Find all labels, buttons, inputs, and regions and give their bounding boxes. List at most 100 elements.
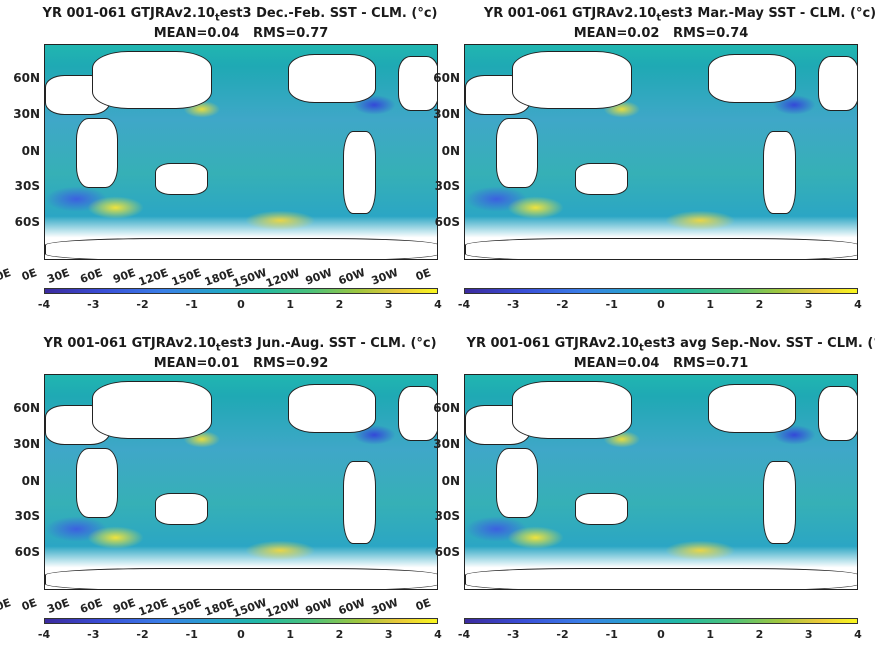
landmass — [574, 162, 628, 195]
landmass — [708, 383, 797, 433]
lon-tick-label: 150E — [169, 596, 203, 619]
sst-anomaly-map — [464, 374, 858, 590]
colorbar-tick-label: -1 — [185, 298, 198, 311]
lat-tick-label: 30S — [14, 178, 40, 193]
lon-tick-label: 30E — [45, 596, 72, 617]
lat-tick-label: 30S — [14, 508, 40, 523]
landmass — [496, 447, 538, 519]
lat-tick-label: 0N — [441, 144, 460, 158]
colorbar-tick-label: 3 — [384, 628, 393, 641]
lat-tick-label: 60S — [14, 545, 40, 560]
colorbar-tick-label: -3 — [87, 628, 100, 641]
lon-tick-label: 60E — [78, 596, 105, 617]
colorbar-tick-label: -2 — [136, 628, 149, 641]
lon-tick-label: 30W — [369, 596, 400, 618]
lon-tick-label: 150W — [230, 266, 269, 291]
colorbar — [44, 618, 438, 624]
landmass — [92, 51, 212, 110]
colorbar-tick-label: 4 — [434, 298, 442, 311]
colorbar-tick-label: 1 — [706, 298, 715, 311]
landmass — [762, 460, 797, 544]
lon-tick-label: 90W — [303, 596, 334, 618]
colorbar-tick-label: 1 — [286, 628, 295, 641]
lon-tick-label: 60W — [336, 596, 367, 618]
panel-title-sub: t — [214, 12, 220, 24]
landmass — [288, 383, 377, 433]
panel-title: YR 001-061 GTJRAv2.10test3 Dec.-Feb. SST… — [0, 6, 480, 27]
landmass — [574, 492, 628, 525]
panel-title-sub: t — [215, 342, 221, 354]
panel-title: YR 001-061 GTJRAv2.10test3 avg Sep.-Nov.… — [440, 336, 875, 357]
lon-tick-label: 150E — [169, 266, 203, 289]
landmass — [512, 51, 632, 110]
lon-tick-label: 60W — [336, 266, 367, 288]
landmass — [154, 162, 208, 195]
colorbar-tick-label: -4 — [37, 298, 51, 311]
landmass — [92, 381, 212, 440]
lon-tick-label: 90E — [111, 596, 137, 617]
landmass — [45, 237, 437, 259]
sst-anomaly-map — [464, 44, 858, 260]
colorbar-tick-label: -3 — [87, 298, 100, 311]
sst-anomaly-map — [44, 44, 438, 260]
landmass — [817, 55, 857, 112]
lon-tick-label: 0E — [413, 596, 433, 614]
lat-tick-label: 30N — [13, 107, 40, 122]
landmass — [342, 460, 377, 544]
panel-title-sub: t — [638, 342, 644, 354]
lat-tick-label: 60N — [13, 400, 40, 415]
lon-tick-label: 60E — [78, 266, 105, 287]
landmass — [762, 130, 797, 214]
panel-title-rest: est3 Mar.-May SST - CLM. (°c) — [661, 6, 875, 21]
landmass — [512, 381, 632, 440]
colorbar-tick-label: 3 — [384, 298, 393, 311]
colorbar-tick-label: 2 — [755, 628, 764, 641]
sst-anomaly-map — [44, 374, 438, 590]
lon-tick-label: 30W — [369, 266, 400, 288]
panel-title-main: YR 001-061 GTJRAv2.10 — [483, 6, 657, 21]
colorbar-tick-label: 4 — [854, 298, 862, 311]
colorbar-tick-label: -3 — [507, 298, 520, 311]
panel-title-main: YR 001-061 GTJRAv2.10 — [43, 336, 216, 351]
landmass — [76, 117, 118, 189]
colorbar-tick-label: -4 — [457, 628, 471, 641]
lon-tick-label: 0E — [19, 596, 39, 614]
lat-tick-label: 30S — [434, 178, 460, 193]
landmass — [397, 385, 437, 442]
lat-tick-label: 60N — [13, 70, 40, 85]
landmass — [154, 492, 208, 525]
lon-tick-label: 150W — [230, 596, 269, 621]
lat-tick-label: 30N — [13, 437, 40, 452]
lon-tick-label: 0E — [19, 266, 39, 284]
lon-tick-label: 0E — [0, 596, 13, 614]
colorbar-tick-label: 3 — [804, 298, 813, 311]
panel-title: YR 001-061 GTJRAv2.10test3 Mar.-May SST … — [440, 6, 875, 27]
panel-stats: MEAN=0.04 RMS=0.77 — [153, 26, 329, 41]
landmass — [397, 55, 437, 112]
landmass — [496, 117, 538, 189]
panel-title-main: YR 001-061 GTJRAv2.10 — [466, 336, 639, 351]
colorbar-tick-label: 2 — [335, 628, 344, 641]
colorbar-tick-label: 3 — [804, 628, 813, 641]
lon-tick-label: 90E — [111, 266, 137, 287]
lon-tick-label: 90W — [303, 266, 334, 288]
colorbar-tick-label: -1 — [605, 628, 618, 641]
colorbar — [44, 288, 438, 294]
colorbar-tick-label: -4 — [457, 298, 471, 311]
panel-title-rest: est3 Jun.-Aug. SST - CLM. (°c) — [220, 336, 437, 351]
landmass — [342, 130, 377, 214]
lon-tick-label: 30E — [45, 266, 72, 287]
lat-tick-label: 30S — [434, 508, 460, 523]
colorbar-tick-label: -2 — [556, 298, 569, 311]
colorbar-tick-label: 1 — [286, 298, 295, 311]
lon-tick-label: 0E — [413, 266, 433, 284]
colorbar-tick-label: -1 — [605, 298, 618, 311]
panel-title-sub: t — [656, 12, 662, 24]
colorbar-tick-label: 0 — [237, 628, 245, 641]
landmass — [817, 385, 857, 442]
landmass — [708, 53, 797, 103]
colorbar-tick-label: 2 — [755, 298, 764, 311]
colorbar-tick-label: -4 — [37, 628, 51, 641]
lat-tick-label: 60S — [434, 215, 460, 230]
landmass — [465, 567, 857, 589]
